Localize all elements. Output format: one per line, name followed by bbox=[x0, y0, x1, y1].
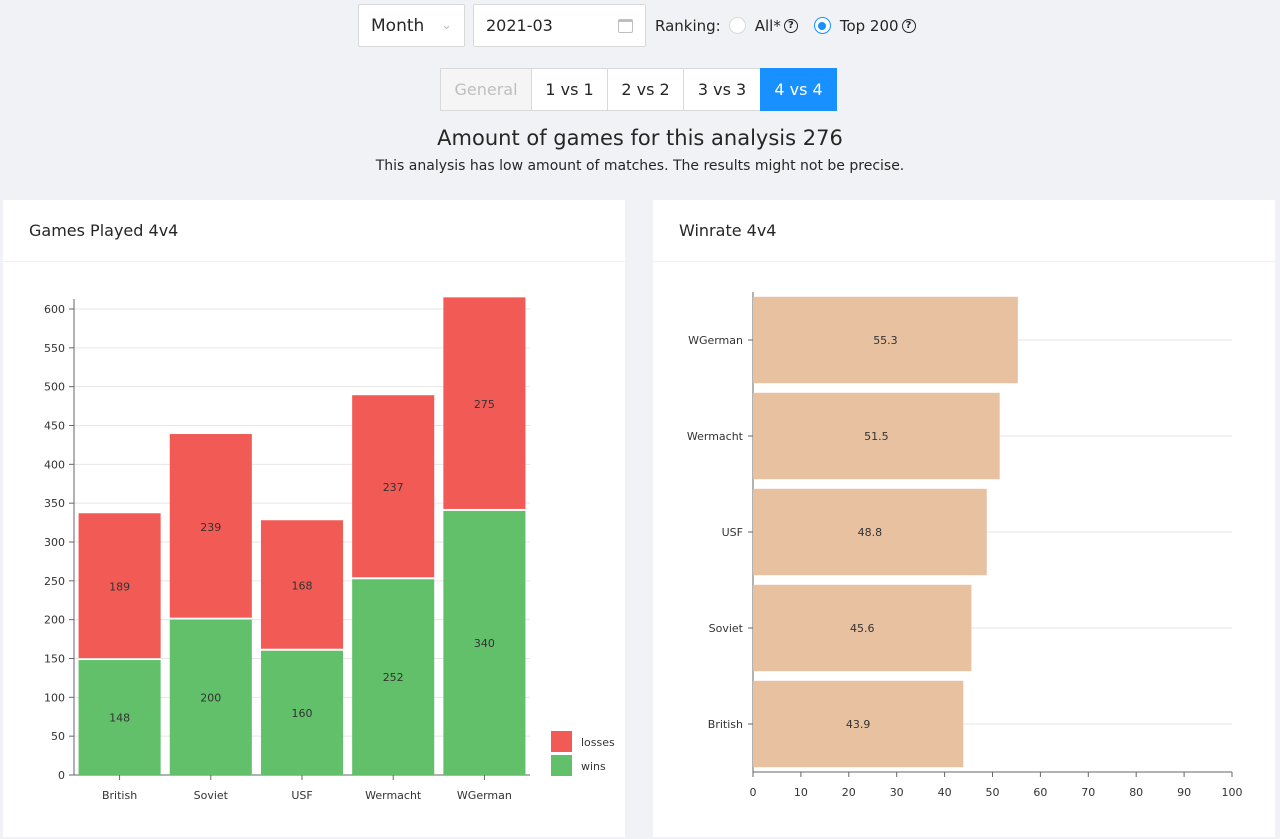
games-played-title: Games Played 4v4 bbox=[3, 200, 625, 262]
mode-tabs: General 1 vs 1 2 vs 2 3 vs 3 4 vs 4 bbox=[440, 68, 837, 111]
bar-winrate bbox=[753, 296, 1018, 384]
tab-general: General bbox=[440, 68, 532, 111]
data-label-losses: 189 bbox=[109, 581, 130, 594]
date-value: 2021-03 bbox=[486, 16, 553, 35]
legend-label-wins: wins bbox=[581, 760, 606, 773]
legend-label-losses: losses bbox=[581, 736, 615, 749]
tab-2v2[interactable]: 2 vs 2 bbox=[607, 68, 684, 111]
bar-wins bbox=[260, 650, 344, 775]
x-tick-label: British bbox=[102, 789, 137, 802]
x-tick-label: 100 bbox=[1222, 786, 1243, 799]
ranking-radio-top200[interactable]: Top 200 ? bbox=[813, 16, 916, 35]
x-tick-label: 50 bbox=[986, 786, 1000, 799]
x-tick-label: Soviet bbox=[194, 789, 229, 802]
ranking-all-label: All* bbox=[754, 16, 781, 35]
x-tick-label: Wermacht bbox=[365, 789, 422, 802]
bar-winrate bbox=[753, 584, 972, 672]
data-label-winrate: 55.3 bbox=[873, 334, 898, 347]
period-select[interactable]: Month ⌄ bbox=[358, 4, 465, 47]
y-tick-label: 350 bbox=[44, 497, 65, 510]
y-tick-label: Wermacht bbox=[687, 430, 744, 443]
data-label-wins: 160 bbox=[292, 707, 313, 720]
games-count-title: Amount of games for this analysis 276 bbox=[437, 126, 843, 150]
x-tick-label: WGerman bbox=[457, 789, 512, 802]
x-tick-label: 20 bbox=[842, 786, 856, 799]
x-tick-label: 80 bbox=[1129, 786, 1143, 799]
bar-winrate bbox=[753, 680, 964, 768]
tab-1v1[interactable]: 1 vs 1 bbox=[531, 68, 608, 111]
ranking-label: Ranking: bbox=[655, 16, 721, 35]
bar-wins bbox=[352, 579, 435, 775]
data-label-wins: 252 bbox=[383, 671, 404, 684]
bar-wins bbox=[443, 510, 526, 775]
x-tick-label: 40 bbox=[938, 786, 952, 799]
ranking-radio-all[interactable]: All* ? bbox=[728, 16, 798, 35]
bar-winrate bbox=[753, 488, 987, 576]
winrate-card: Winrate 4v4 55.3 WGerman 51.5 Wermacht 48.8 U… bbox=[653, 200, 1275, 837]
data-label-winrate: 48.8 bbox=[858, 526, 883, 539]
period-select-value: Month bbox=[371, 15, 425, 36]
bar-winrate bbox=[753, 392, 1000, 480]
data-label-wins: 340 bbox=[474, 637, 495, 650]
y-tick-label: 600 bbox=[44, 303, 65, 316]
games-played-card: Games Played 4v4 0 50 100 150 200 250 300 350 40… bbox=[3, 200, 625, 837]
data-label-losses: 237 bbox=[383, 481, 404, 494]
y-tick-label: British bbox=[708, 718, 743, 731]
x-tick-label: 70 bbox=[1081, 786, 1095, 799]
y-tick-label: WGerman bbox=[688, 334, 743, 347]
data-label-winrate: 51.5 bbox=[864, 430, 889, 443]
winrate-chart: 55.3 WGerman 51.5 Wermacht 48.8 USF 45.6 Soviet… bbox=[687, 292, 1243, 799]
legend-swatch-losses bbox=[551, 731, 572, 752]
y-tick-label: 200 bbox=[44, 614, 65, 627]
x-tick-label: 60 bbox=[1033, 786, 1047, 799]
games-played-chart: 0 50 100 150 200 250 300 350 400 450 500 550 600 148 1… bbox=[44, 297, 615, 802]
y-tick-label: 400 bbox=[44, 458, 65, 471]
radio-circle[interactable] bbox=[728, 17, 746, 34]
y-tick-label: 250 bbox=[44, 575, 65, 588]
y-tick-label: USF bbox=[722, 526, 743, 539]
y-tick-label: 100 bbox=[44, 691, 65, 704]
calendar-icon bbox=[618, 18, 633, 33]
filter-bar: Month ⌄ 2021-03 Ranking: All* ? Top 200 … bbox=[358, 4, 916, 47]
x-tick-label: USF bbox=[291, 789, 312, 802]
y-tick-label: Soviet bbox=[709, 622, 744, 635]
data-label-winrate: 45.6 bbox=[850, 622, 875, 635]
bar-losses bbox=[78, 513, 161, 659]
bar-wins bbox=[78, 660, 161, 775]
y-tick-label: 300 bbox=[44, 536, 65, 549]
y-tick-label: 50 bbox=[51, 730, 65, 743]
radio-circle-selected[interactable] bbox=[813, 17, 831, 34]
data-label-wins: 148 bbox=[109, 712, 130, 725]
data-label-losses: 275 bbox=[474, 398, 495, 411]
date-picker[interactable]: 2021-03 bbox=[473, 4, 646, 47]
x-tick-label: 0 bbox=[750, 786, 757, 799]
winrate-title: Winrate 4v4 bbox=[653, 200, 1275, 262]
y-tick-label: 150 bbox=[44, 653, 65, 666]
legend-swatch-wins bbox=[551, 755, 572, 776]
data-label-winrate: 43.9 bbox=[846, 718, 871, 731]
x-tick-label: 30 bbox=[890, 786, 904, 799]
bar-losses bbox=[352, 395, 435, 578]
data-label-losses: 168 bbox=[292, 579, 313, 592]
x-tick-label: 10 bbox=[794, 786, 808, 799]
y-tick-label: 500 bbox=[44, 381, 65, 394]
data-label-wins: 200 bbox=[200, 691, 221, 704]
question-icon[interactable]: ? bbox=[901, 18, 916, 33]
question-icon[interactable]: ? bbox=[783, 18, 798, 33]
y-tick-label: 0 bbox=[58, 769, 65, 782]
bar-losses bbox=[443, 297, 526, 509]
data-label-losses: 239 bbox=[200, 521, 221, 534]
y-tick-label: 450 bbox=[44, 420, 65, 433]
y-tick-label: 550 bbox=[44, 342, 65, 355]
tab-3v3[interactable]: 3 vs 3 bbox=[683, 68, 761, 111]
bar-losses bbox=[260, 520, 344, 649]
chevron-down-icon: ⌄ bbox=[441, 18, 452, 33]
x-tick-label: 90 bbox=[1177, 786, 1191, 799]
bar-wins bbox=[169, 619, 252, 775]
tab-4v4[interactable]: 4 vs 4 bbox=[760, 68, 837, 111]
low-sample-warning: This analysis has low amount of matches.… bbox=[375, 158, 905, 174]
bar-losses bbox=[169, 434, 252, 618]
ranking-top200-label: Top 200 bbox=[839, 16, 899, 35]
